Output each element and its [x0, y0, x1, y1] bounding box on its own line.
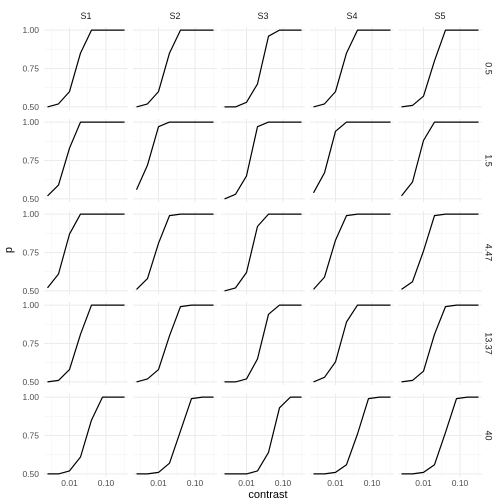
series-line-s4-row-5 [313, 396, 391, 475]
series-line-s5-row-5 [401, 396, 479, 475]
series-line-s1-row-5 [47, 396, 125, 475]
lines-layer [47, 29, 479, 475]
x-tick-label: 0.01 [327, 478, 344, 488]
strip-labels-layer: S1 S2 S3 S4 S5 0.5 1.5 4.47 13.37 40 [80, 11, 493, 441]
series-line-s3-row-1 [224, 29, 302, 108]
x-axis-title: contrast [248, 489, 287, 501]
y-tick-label: 0.50 [22, 194, 39, 204]
x-tick-label: 0.10 [452, 478, 469, 488]
column-strip-label: S1 [80, 11, 91, 21]
column-strip-label: S5 [434, 11, 445, 21]
grid-layer [44, 27, 482, 477]
row-strip-label: 4.47 [484, 244, 494, 262]
row-strip-label: 40 [484, 430, 494, 440]
y-tick-label: 1.00 [22, 117, 39, 127]
series-line-s1-row-1 [47, 29, 125, 108]
y-tick-label: 1.00 [22, 209, 39, 219]
column-strip-label: S4 [346, 11, 357, 21]
series-line-s1-row-2 [47, 121, 125, 197]
y-tick-label: 0.75 [22, 431, 39, 441]
y-tick-label: 0.75 [22, 64, 39, 74]
series-line-s3-row-2 [224, 121, 302, 200]
x-tick-label: 0.01 [150, 478, 167, 488]
y-tick-label: 0.50 [22, 377, 39, 387]
x-tick-label: 0.10 [364, 478, 381, 488]
series-line-s2-row-1 [136, 29, 214, 108]
y-tick-label: 1.00 [22, 25, 39, 35]
row-strip-label: 1.5 [484, 154, 494, 167]
y-tick-label: 0.75 [22, 339, 39, 349]
series-line-s2-row-5 [136, 396, 214, 475]
column-strip-label: S3 [257, 11, 268, 21]
y-tick-label: 1.00 [22, 392, 39, 402]
series-line-s3-row-3 [224, 213, 302, 292]
series-line-s4-row-2 [312, 121, 391, 194]
x-tick-label: 0.10 [187, 478, 204, 488]
x-tick-label: 0.01 [415, 478, 432, 488]
series-line-s3-row-5 [224, 396, 302, 475]
y-tick-label: 0.50 [22, 469, 39, 479]
series-line-s1-row-3 [47, 213, 125, 289]
y-axis-title: p [3, 247, 15, 253]
series-line-s1-row-4 [47, 304, 125, 383]
row-strip-label: 0.5 [484, 62, 494, 75]
series-line-s2-row-3 [136, 213, 214, 290]
tick-labels-layer: 0.50 0.75 1.00 0.50 0.75 1.00 0.50 0.75 1.00 0.50… [22, 25, 468, 488]
series-line-s5-row-3 [401, 213, 479, 290]
y-tick-label: 0.50 [22, 286, 39, 296]
series-line-s5-row-2 [401, 121, 479, 197]
series-line-s3-row-4 [224, 304, 302, 383]
series-line-s4-row-4 [313, 304, 391, 383]
x-tick-label: 0.10 [275, 478, 292, 488]
y-tick-label: 0.75 [22, 248, 39, 258]
series-line-s2-row-2 [135, 121, 214, 190]
series-line-s4-row-3 [313, 213, 391, 290]
row-strip-label: 13.37 [484, 332, 494, 355]
column-strip-label: S2 [169, 11, 180, 21]
series-line-s5-row-1 [401, 29, 479, 108]
series-line-s5-row-4 [401, 304, 479, 383]
series-line-s2-row-4 [136, 304, 214, 383]
y-tick-label: 0.75 [22, 156, 39, 166]
x-tick-label: 0.01 [238, 478, 255, 488]
y-tick-label: 1.00 [22, 300, 39, 310]
x-tick-label: 0.10 [98, 478, 115, 488]
x-tick-label: 0.01 [61, 478, 78, 488]
series-line-s4-row-1 [313, 29, 391, 108]
y-tick-label: 0.50 [22, 102, 39, 112]
